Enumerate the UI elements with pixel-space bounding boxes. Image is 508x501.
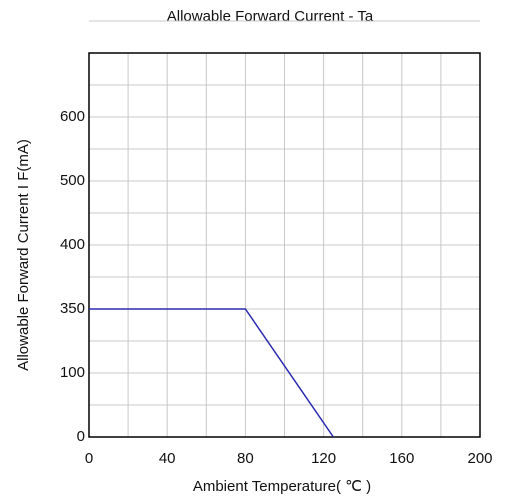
x-tick-label: 200 bbox=[467, 450, 492, 467]
series-line bbox=[89, 308, 334, 438]
y-tick-label: 350 bbox=[60, 300, 85, 317]
y-tick-label: 400 bbox=[60, 236, 85, 253]
x-tick-label: 160 bbox=[389, 450, 414, 467]
x-tick-label: 40 bbox=[159, 450, 176, 467]
y-tick-label: 600 bbox=[60, 108, 85, 125]
x-tick-label: 80 bbox=[237, 450, 254, 467]
y-tick-label: 100 bbox=[60, 364, 85, 381]
chart-title: Allowable Forward Current - Ta bbox=[167, 8, 374, 25]
x-tick-label: 0 bbox=[85, 450, 93, 467]
x-axis-label: Ambient Temperature( ℃ ) bbox=[193, 478, 371, 495]
y-axis-label: Allowable Forward Current I F(mA) bbox=[15, 139, 32, 371]
x-tick-label: 120 bbox=[311, 450, 336, 467]
y-tick-label: 0 bbox=[77, 428, 85, 445]
y-tick-label: 500 bbox=[60, 172, 85, 189]
plot-frame bbox=[88, 52, 481, 438]
